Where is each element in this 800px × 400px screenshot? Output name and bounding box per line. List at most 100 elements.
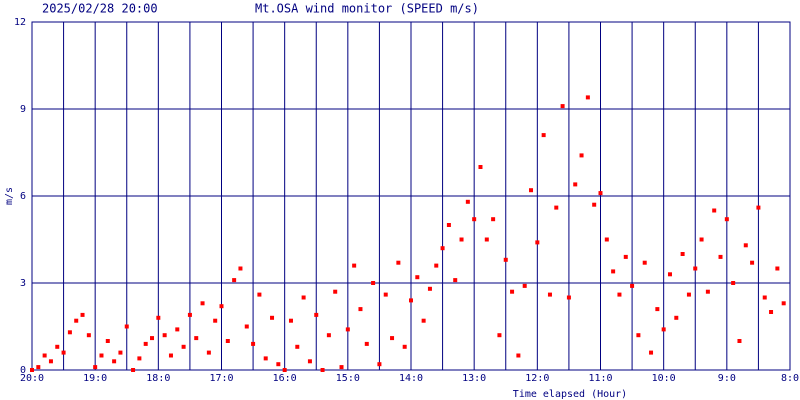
- point: [162, 333, 167, 338]
- point: [592, 202, 597, 207]
- point: [446, 223, 451, 227]
- point: [150, 336, 155, 341]
- point: [579, 153, 584, 158]
- point: [156, 315, 161, 320]
- point: [67, 330, 72, 335]
- point: [611, 269, 616, 274]
- y-axis-label: m/s: [4, 187, 15, 205]
- point: [187, 312, 192, 317]
- point: [244, 324, 249, 329]
- point: [80, 312, 85, 317]
- point: [693, 266, 698, 271]
- point: [263, 356, 268, 361]
- chart-title: Mt.OSA wind monitor (SPEED m/s): [255, 2, 479, 16]
- point: [124, 324, 129, 329]
- point: [364, 341, 369, 346]
- point: [680, 252, 685, 256]
- x-tick-label: 17:0: [209, 373, 233, 384]
- point: [623, 254, 628, 259]
- point: [295, 344, 300, 349]
- point: [737, 339, 742, 343]
- point: [699, 237, 704, 242]
- point: [168, 353, 173, 358]
- point: [415, 275, 420, 280]
- x-tick-label: 8:0: [781, 373, 799, 384]
- point: [686, 292, 691, 297]
- x-tick-label: 20:0: [20, 373, 44, 384]
- point: [225, 339, 230, 343]
- point: [301, 295, 306, 300]
- point: [465, 199, 470, 204]
- point: [547, 292, 552, 297]
- point: [529, 188, 534, 193]
- point: [503, 257, 508, 262]
- point: [560, 104, 565, 109]
- point: [566, 295, 571, 300]
- point: [74, 318, 79, 323]
- point: [30, 368, 34, 372]
- point: [554, 205, 559, 210]
- point: [358, 307, 363, 312]
- point: [232, 278, 237, 283]
- point: [213, 318, 218, 323]
- point: [118, 350, 123, 355]
- y-tick-label: 0: [20, 365, 26, 376]
- point: [314, 312, 319, 317]
- x-tick-label: 19:0: [83, 373, 107, 384]
- x-tick-label: 15:0: [336, 373, 360, 384]
- point: [427, 286, 432, 291]
- point: [655, 307, 660, 312]
- point: [604, 237, 609, 242]
- point: [206, 350, 211, 355]
- point: [775, 266, 780, 271]
- point: [516, 353, 521, 358]
- point: [105, 339, 110, 343]
- point: [219, 304, 224, 309]
- x-tick-label: 9:0: [718, 373, 736, 384]
- point: [705, 289, 710, 294]
- plot-frame: [31, 21, 791, 371]
- point: [339, 365, 344, 370]
- point: [642, 260, 647, 265]
- x-axis-label: Time elapsed (Hour): [513, 389, 627, 400]
- point: [497, 333, 502, 338]
- point: [478, 165, 483, 169]
- point: [48, 359, 53, 364]
- y-tick-label: 3: [20, 278, 26, 289]
- point: [61, 350, 66, 355]
- point: [667, 272, 672, 277]
- point: [396, 260, 401, 265]
- point: [743, 243, 748, 248]
- point: [541, 133, 546, 138]
- point: [573, 182, 578, 187]
- point: [42, 353, 47, 358]
- x-tick-label: 13:0: [462, 373, 486, 384]
- point: [377, 362, 382, 367]
- point: [175, 327, 180, 332]
- point: [200, 301, 205, 306]
- point: [585, 95, 590, 100]
- point: [756, 205, 761, 210]
- point: [630, 283, 635, 288]
- point: [718, 254, 723, 259]
- point: [93, 365, 98, 370]
- point: [484, 237, 489, 242]
- point: [333, 289, 338, 294]
- point: [257, 292, 262, 297]
- point: [251, 341, 256, 346]
- point: [320, 368, 325, 372]
- x-tick-label: 18:0: [146, 373, 170, 384]
- point: [194, 336, 199, 341]
- x-tick-label: 14:0: [399, 373, 423, 384]
- point: [510, 289, 515, 294]
- point: [598, 191, 603, 196]
- y-tick-label: 12: [14, 17, 26, 28]
- point: [383, 292, 388, 297]
- point: [440, 246, 445, 251]
- point: [434, 263, 439, 268]
- point: [238, 266, 243, 271]
- point: [326, 333, 331, 338]
